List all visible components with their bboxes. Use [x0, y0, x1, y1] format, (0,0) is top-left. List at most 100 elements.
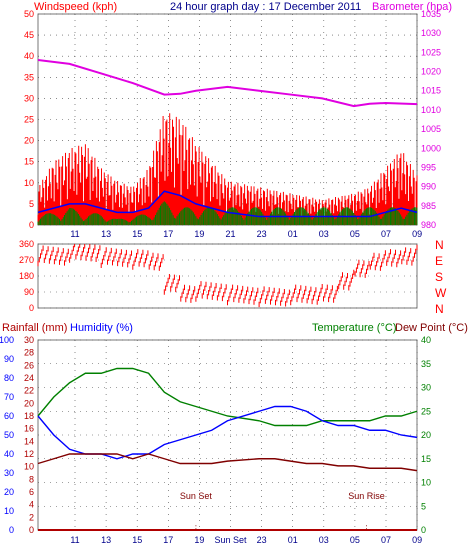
windspeed-line [37, 190, 418, 218]
top-xtick-1: 13 [101, 229, 111, 239]
bottom-xtick-2: 15 [132, 535, 142, 545]
humidity-tick-10: 100 [0, 335, 14, 345]
windspeed-tick-8: 40 [24, 51, 34, 61]
humidity-tick-4: 40 [4, 449, 14, 459]
rain-tick-10: 20 [24, 398, 34, 408]
dewpoint-axis-label: Dew Point (°C) [395, 322, 468, 334]
bottom-xtick-4: 19 [194, 535, 204, 545]
direction-tick-0: 0 [29, 303, 34, 313]
humidity-tick-7: 70 [4, 392, 14, 402]
barometer-tick-2: 990 [421, 182, 436, 192]
top-xtick-9: 05 [350, 229, 360, 239]
panel-mid-frame [37, 243, 418, 309]
windspeed-tick-2: 10 [24, 178, 34, 188]
compass-label-3: E [435, 254, 443, 268]
top-xtick-0: 11 [70, 229, 79, 239]
rainfall-axis-label: Rainfall (mm) [2, 322, 67, 334]
compass-label-2: S [435, 270, 443, 284]
temp-tick-5: 25 [421, 406, 431, 416]
top-xtick-5: 21 [225, 229, 235, 239]
humidity-tick-9: 90 [4, 354, 14, 364]
windspeed-axis-label: Windspeed (kph) [34, 1, 117, 13]
rain-tick-4: 8 [29, 474, 34, 484]
windspeed-tick-0: 0 [29, 220, 34, 230]
top-xtick-3: 17 [163, 229, 173, 239]
rain-tick-15: 30 [24, 335, 34, 345]
direction-series [37, 244, 418, 308]
barometer-tick-8: 1020 [421, 67, 441, 77]
temp-tick-7: 35 [421, 359, 431, 369]
barometer-tick-10: 1030 [421, 28, 441, 38]
temp-tick-2: 10 [421, 478, 431, 488]
top-xtick-4: 19 [194, 229, 204, 239]
rain-tick-3: 6 [29, 487, 34, 497]
compass-label-0: N [435, 302, 444, 316]
rain-tick-5: 10 [24, 462, 34, 472]
chart-title: 24 hour graph day : 17 December 2011 [170, 1, 361, 13]
rain-tick-14: 28 [24, 348, 34, 358]
rain-tick-1: 2 [29, 512, 34, 522]
windspeed-tick-5: 25 [24, 115, 34, 125]
compass-label-1: W [435, 286, 447, 300]
direction-tick-3: 270 [19, 255, 34, 265]
windspeed-tick-10: 50 [24, 9, 34, 19]
bottom-xtick-3: 17 [163, 535, 173, 545]
temperature-axis-label: Temperature (°C) [312, 322, 396, 334]
compass-label-4: N [435, 238, 444, 252]
barometer-axis-label: Barometer (hpa) [372, 1, 452, 13]
bottom-xtick-10: 07 [381, 535, 391, 545]
humidity-axis-label: Humidity (%) [70, 322, 133, 334]
barometer-tick-3: 995 [421, 162, 436, 172]
top-xtick-2: 15 [132, 229, 142, 239]
windspeed-tick-7: 35 [24, 72, 34, 82]
bottom-xtick-8: 03 [319, 535, 329, 545]
humidity-tick-3: 30 [4, 468, 14, 478]
humidity-tick-6: 60 [4, 411, 14, 421]
top-xtick-6: 23 [257, 229, 267, 239]
barometer-tick-0: 980 [421, 220, 436, 230]
windspeed-tick-4: 20 [24, 136, 34, 146]
direction-tick-2: 180 [19, 271, 34, 281]
top-xtick-8: 03 [319, 229, 329, 239]
panel-bottom-frame [37, 339, 418, 531]
barometer-line [37, 59, 418, 108]
rain-tick-7: 14 [24, 436, 34, 446]
temp-tick-1: 5 [421, 501, 426, 511]
temp-tick-8: 40 [421, 335, 431, 345]
rain-tick-9: 18 [24, 411, 34, 421]
windspeed-tick-1: 5 [29, 199, 34, 209]
rain-tick-11: 22 [24, 386, 34, 396]
bottom-xtick-5: Sun Set [214, 535, 247, 545]
annotation-label-1: Sun Rise [348, 491, 385, 501]
bottom-xtick-1: 13 [101, 535, 111, 545]
direction-tick-1: 90 [24, 287, 34, 297]
humidity-tick-2: 20 [4, 487, 14, 497]
barometer-tick-7: 1015 [421, 86, 441, 96]
top-xtick-11: 09 [412, 229, 422, 239]
humidity-tick-0: 0 [9, 525, 14, 535]
barometer-tick-6: 1010 [421, 105, 441, 115]
rain-tick-8: 16 [24, 424, 34, 434]
humidity-tick-1: 10 [4, 506, 14, 516]
rain-tick-12: 24 [24, 373, 34, 383]
barometer-tick-11: 1035 [421, 9, 441, 19]
rain-tick-2: 4 [29, 500, 34, 510]
windspeed-tick-3: 15 [24, 157, 34, 167]
bottom-xtick-6: 23 [257, 535, 267, 545]
rain-tick-6: 12 [24, 449, 34, 459]
annotation-label-0: Sun Set [180, 491, 213, 501]
rain-tick-0: 0 [29, 525, 34, 535]
top-xtick-10: 07 [381, 229, 391, 239]
barometer-tick-1: 985 [421, 201, 436, 211]
temp-tick-4: 20 [421, 430, 431, 440]
barometer-tick-4: 1000 [421, 143, 441, 153]
series-dew-point [37, 453, 418, 472]
rain-tick-13: 26 [24, 360, 34, 370]
temp-tick-6: 30 [421, 383, 431, 393]
barometer-tick-9: 1025 [421, 47, 441, 57]
temp-tick-3: 15 [421, 454, 431, 464]
calm-series [37, 201, 418, 225]
temp-tick-0: 0 [421, 525, 426, 535]
bottom-xtick-0: 11 [70, 535, 79, 545]
